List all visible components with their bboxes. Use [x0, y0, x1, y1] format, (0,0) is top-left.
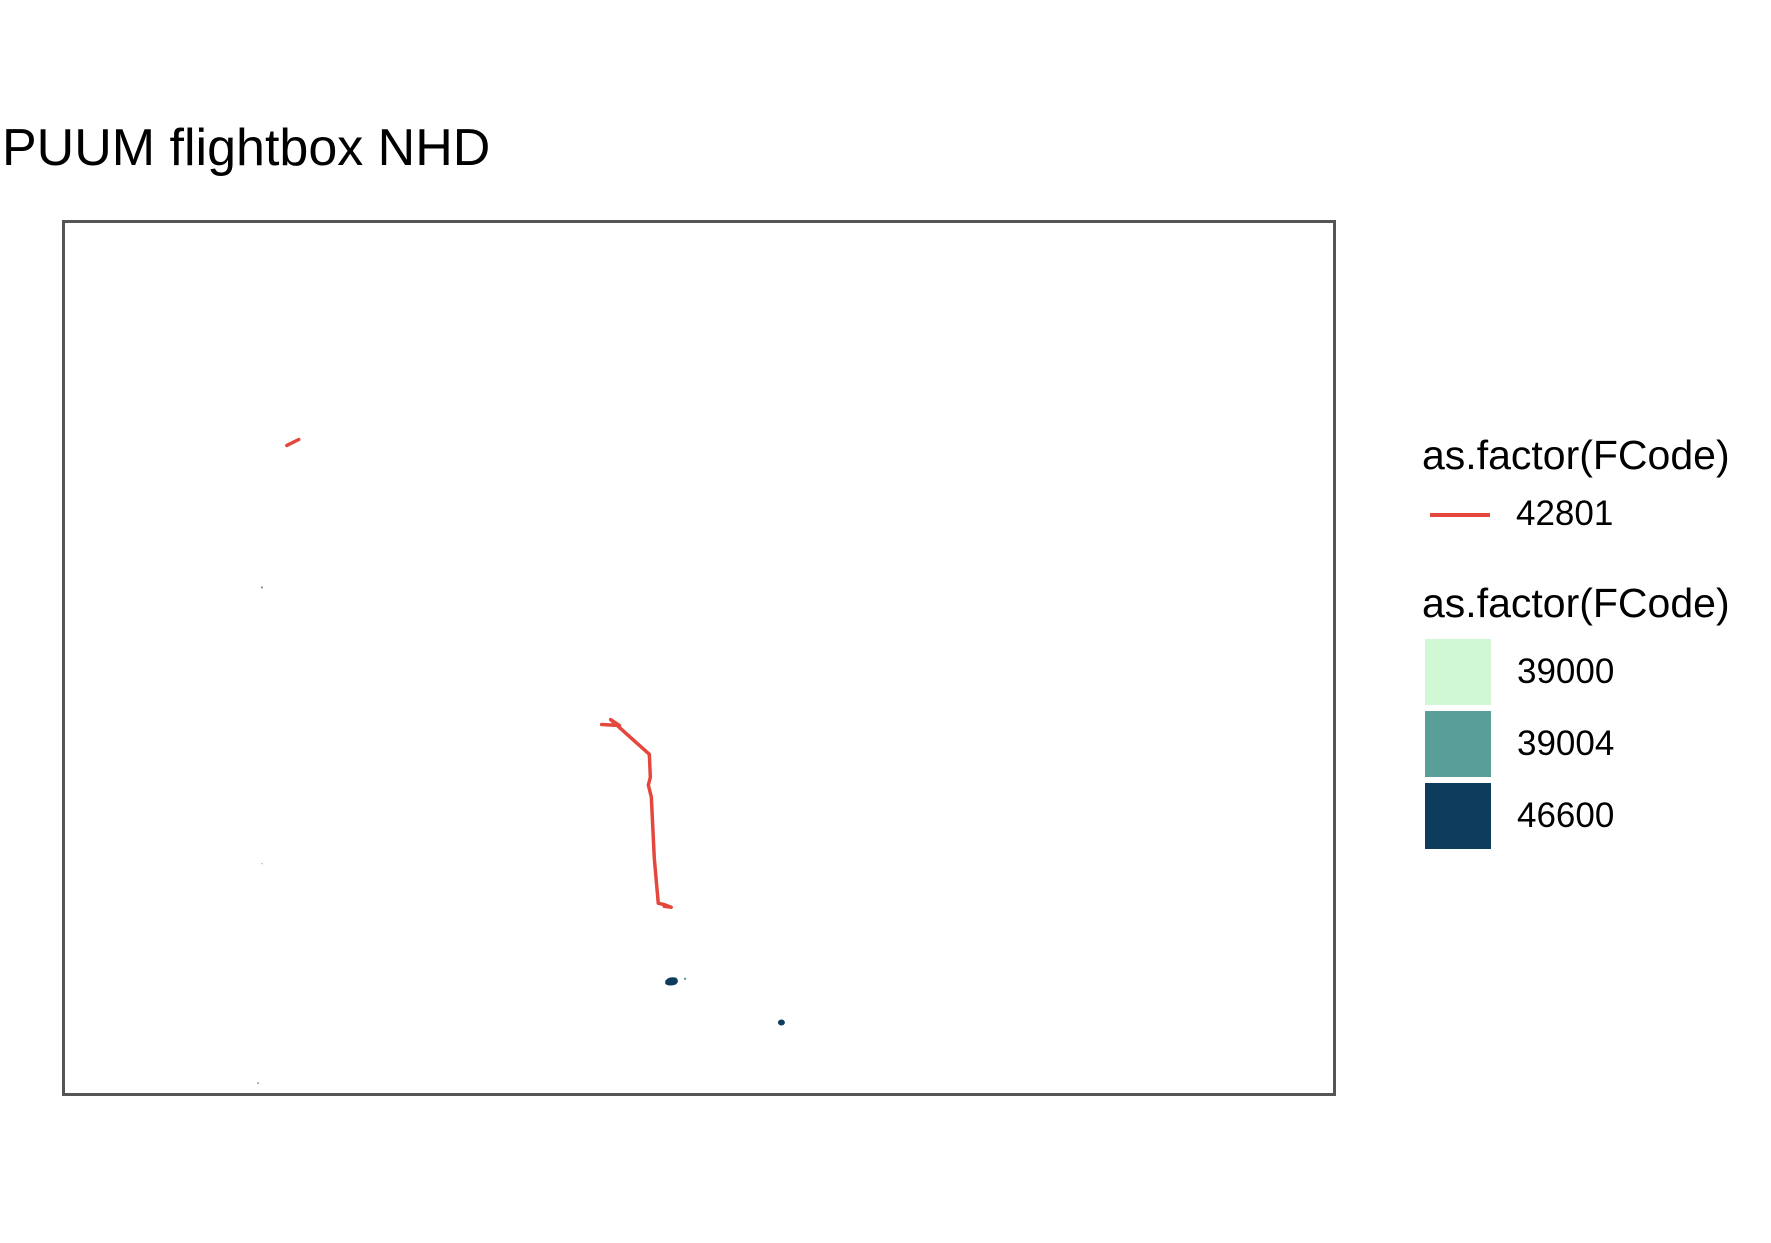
speck-3 [257, 1082, 259, 1084]
waterbody-speck-39004 [683, 977, 687, 980]
page-title: PUUM flightbox NHD [2, 119, 491, 177]
speck-2 [261, 862, 263, 865]
legend-fill-label: 39004 [1517, 724, 1615, 763]
legend-fill-label: 39000 [1517, 652, 1615, 691]
map-canvas [257, 437, 785, 1084]
legend: as.factor(FCode) 42801 as.factor(FCode) … [1422, 430, 1771, 852]
stream-line-main [599, 717, 673, 910]
legend-fill-key [1425, 639, 1491, 705]
legend-line-label: 42801 [1516, 494, 1614, 533]
waterbody-blob-2 [777, 1019, 785, 1026]
legend-fill-key [1425, 711, 1491, 777]
speck-1 [261, 586, 264, 589]
legend-line-item-42801: 42801 [1422, 480, 1771, 548]
waterbody-blob-1 [665, 977, 678, 986]
legend-fill-item-39004: 39004 [1422, 708, 1771, 780]
legend-line-key [1422, 480, 1490, 548]
legend-fill-key [1425, 783, 1491, 849]
map-panel [62, 220, 1336, 1096]
legend-line-title: as.factor(FCode) [1422, 432, 1730, 478]
legend-fill-item-46600: 46600 [1422, 780, 1771, 852]
stream-line-upper-left [285, 437, 301, 448]
legend-fill-item-39000: 39000 [1422, 636, 1771, 708]
legend-fill-label: 46600 [1517, 796, 1615, 835]
legend-fill-title: as.factor(FCode) [1422, 580, 1730, 626]
